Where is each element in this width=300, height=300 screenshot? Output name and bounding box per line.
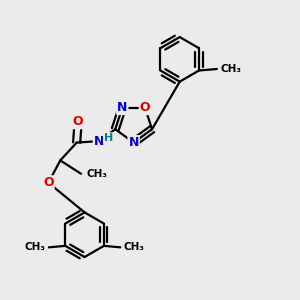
Text: N: N [117, 101, 128, 114]
Text: CH₃: CH₃ [24, 242, 45, 252]
Text: CH₃: CH₃ [221, 64, 242, 74]
Text: O: O [73, 115, 83, 128]
Text: O: O [43, 176, 54, 189]
Text: O: O [140, 101, 150, 114]
Text: CH₃: CH₃ [86, 169, 107, 179]
Text: CH₃: CH₃ [124, 242, 145, 252]
Text: N: N [128, 136, 139, 149]
Text: H: H [104, 133, 113, 143]
Text: N: N [94, 135, 104, 148]
